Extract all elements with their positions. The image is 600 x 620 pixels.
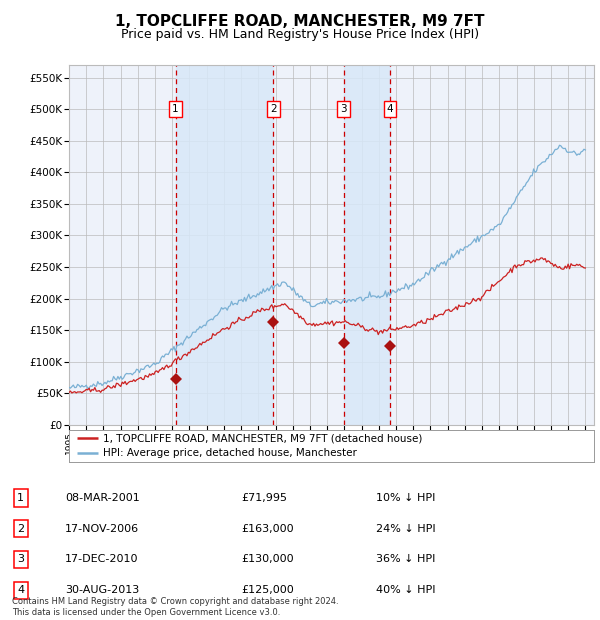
Text: 36% ↓ HPI: 36% ↓ HPI [376,554,436,564]
Text: 2: 2 [17,524,24,534]
Text: 3: 3 [17,554,24,564]
Text: 4: 4 [17,585,24,595]
Text: 2: 2 [270,104,277,114]
Text: 08-MAR-2001: 08-MAR-2001 [65,493,140,503]
Text: 24% ↓ HPI: 24% ↓ HPI [376,524,436,534]
Text: £130,000: £130,000 [241,554,294,564]
Text: Contains HM Land Registry data © Crown copyright and database right 2024.
This d: Contains HM Land Registry data © Crown c… [12,598,338,617]
Text: 40% ↓ HPI: 40% ↓ HPI [376,585,436,595]
Text: 17-NOV-2006: 17-NOV-2006 [65,524,139,534]
Text: 4: 4 [387,104,394,114]
Text: £163,000: £163,000 [241,524,294,534]
Text: 30-AUG-2013: 30-AUG-2013 [65,585,139,595]
Text: 3: 3 [340,104,347,114]
Text: 17-DEC-2010: 17-DEC-2010 [65,554,139,564]
Text: Price paid vs. HM Land Registry's House Price Index (HPI): Price paid vs. HM Land Registry's House … [121,28,479,40]
Text: HPI: Average price, detached house, Manchester: HPI: Average price, detached house, Manc… [103,448,357,458]
Text: 1, TOPCLIFFE ROAD, MANCHESTER, M9 7FT: 1, TOPCLIFFE ROAD, MANCHESTER, M9 7FT [115,14,485,29]
Text: 1: 1 [172,104,179,114]
Text: 1: 1 [17,493,24,503]
Text: £125,000: £125,000 [241,585,294,595]
Bar [176,65,274,425]
Text: £71,995: £71,995 [241,493,287,503]
Text: 10% ↓ HPI: 10% ↓ HPI [376,493,436,503]
Bar [344,65,390,425]
Text: 1, TOPCLIFFE ROAD, MANCHESTER, M9 7FT (detached house): 1, TOPCLIFFE ROAD, MANCHESTER, M9 7FT (d… [103,433,422,443]
